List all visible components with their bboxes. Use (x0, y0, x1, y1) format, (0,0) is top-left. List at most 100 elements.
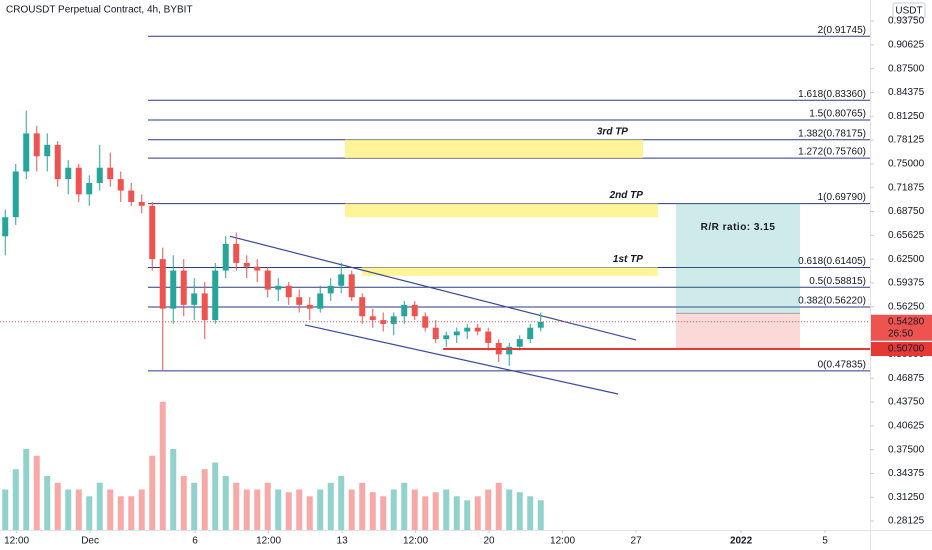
x-tick-label: 6 (192, 536, 198, 547)
stop-badge (871, 342, 932, 357)
volume-bar (453, 496, 460, 530)
loss-zone (675, 313, 801, 348)
candle-body (348, 274, 355, 298)
volume-bar (243, 489, 250, 530)
last-price-badge (871, 314, 932, 341)
volume-bar (359, 482, 366, 530)
volume-bar (65, 489, 72, 530)
candle-body (44, 144, 51, 157)
x-tick-label: 13 (337, 536, 349, 547)
volume-bar (23, 449, 30, 530)
tp-label: 2nd TP (609, 190, 644, 201)
volume-bar (180, 476, 187, 530)
candle-body (159, 259, 166, 309)
profit-zone (675, 203, 801, 314)
candle-body (264, 270, 271, 290)
y-tick-label: 0.90625 (888, 39, 925, 50)
candle-body (359, 297, 366, 317)
volume-bar (96, 482, 103, 530)
candle-body (380, 320, 387, 324)
currency[interactable]: USDT (895, 6, 922, 17)
x-tick-label: 27 (631, 536, 643, 547)
volume-bar (516, 492, 523, 530)
candle-body (128, 190, 135, 202)
candle-body (33, 133, 40, 157)
volume-bar (306, 496, 313, 530)
x-tick-label: 5 (822, 536, 828, 547)
candle-body (254, 266, 261, 271)
candle-body (233, 243, 240, 263)
y-tick-label: 0.84375 (888, 87, 925, 98)
channel-line (229, 235, 637, 341)
candle-body (275, 285, 282, 290)
countdown-label: 26:50 (888, 328, 913, 339)
y-tick-label: 0.75000 (888, 159, 925, 170)
candle-body (443, 335, 450, 340)
candle-body (12, 171, 19, 218)
candle-body (485, 331, 492, 343)
candle-body (86, 182, 93, 195)
candle-body (474, 327, 481, 332)
fib-label: 0(0.47835) (818, 360, 866, 371)
y-tick-label: 0.59375 (888, 278, 925, 289)
y-tick-label: 0.43750 (888, 397, 925, 408)
volume-bar (233, 482, 240, 530)
x-tick-label: 12:00 (403, 536, 428, 547)
y-tick-label: 0.65625 (888, 230, 925, 241)
candle-body (117, 179, 124, 191)
candle-body (317, 293, 324, 309)
candle-body (23, 133, 30, 172)
y-tick-label: 0.93750 (888, 16, 925, 27)
volume-bar (285, 492, 292, 530)
volume-bar (380, 496, 387, 530)
y-tick-label: 0.34375 (888, 468, 925, 479)
currency-box[interactable] (892, 2, 926, 19)
x-tick-label: 12:00 (4, 536, 29, 547)
x-tick-label: 12:00 (550, 536, 575, 547)
candle-body (516, 339, 523, 347)
y-tick-label: 0.28125 (888, 516, 925, 527)
y-tick-label: 0.71875 (888, 182, 925, 193)
candle-body (180, 270, 187, 305)
y-tick-label: 0.56250 (888, 301, 925, 312)
candle-body (96, 167, 103, 183)
volume-bar (128, 496, 135, 530)
volume-bar (117, 496, 124, 530)
candle-body (191, 293, 198, 305)
volume-bar (485, 489, 492, 530)
volume-bar (443, 489, 450, 530)
fib-label: 1(0.69790) (818, 192, 866, 203)
fib-label: 0.382(0.56220) (798, 296, 866, 307)
stop-badge-label: 0.50700 (888, 344, 925, 355)
fib-label: 1.382(0.78175) (798, 128, 866, 139)
volume-bar (149, 455, 156, 530)
volume-bar (527, 496, 534, 530)
volume-bar (12, 469, 19, 530)
x-tick-label: 12:00 (256, 536, 281, 547)
x-tick-label: 20 (484, 536, 496, 547)
last-price-label: 0.54280 (888, 316, 925, 327)
tp-label: 3rd TP (597, 126, 628, 137)
candle-body (422, 316, 429, 328)
volume-bar (422, 496, 429, 530)
candle-body (65, 167, 72, 180)
candle-body (222, 243, 229, 271)
volume-bar (201, 469, 208, 530)
y-tick-label: 0.62500 (888, 254, 925, 265)
y-tick-label: 0.78125 (888, 135, 925, 146)
volume-bar (159, 401, 166, 530)
volume-bar (264, 482, 271, 530)
volume-bar (432, 492, 439, 530)
y-tick-label: 0.40625 (888, 420, 925, 431)
volume-bar (75, 489, 82, 530)
candle-body (212, 270, 219, 321)
volume-bar (411, 489, 418, 530)
fib-label: 0.5(0.58815) (809, 276, 866, 287)
candle-body (306, 304, 313, 309)
candle-body (390, 316, 397, 324)
candle-body (296, 297, 303, 305)
y-tick-label: 0.87500 (888, 63, 925, 74)
y-tick-label: 0.81250 (888, 111, 925, 122)
rr-label: R/R ratio: 3.15 (701, 222, 776, 233)
